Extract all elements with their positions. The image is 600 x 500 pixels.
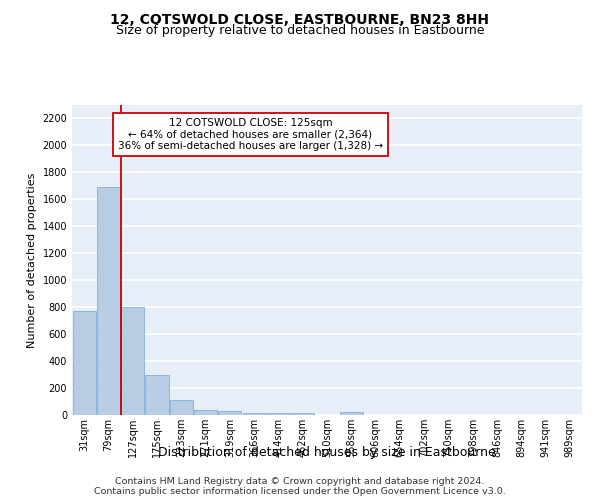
Bar bbox=[194, 410, 217, 415]
Text: Size of property relative to detached houses in Eastbourne: Size of property relative to detached ho… bbox=[116, 24, 484, 37]
Bar bbox=[291, 414, 314, 415]
Bar bbox=[73, 311, 95, 415]
Bar bbox=[267, 413, 290, 415]
Text: Contains public sector information licensed under the Open Government Licence v3: Contains public sector information licen… bbox=[94, 486, 506, 496]
Text: Distribution of detached houses by size in Eastbourne: Distribution of detached houses by size … bbox=[158, 446, 496, 459]
Bar bbox=[97, 187, 120, 415]
Bar bbox=[242, 412, 266, 415]
Bar bbox=[145, 375, 169, 415]
Text: 12 COTSWOLD CLOSE: 125sqm
← 64% of detached houses are smaller (2,364)
36% of se: 12 COTSWOLD CLOSE: 125sqm ← 64% of detac… bbox=[118, 118, 383, 151]
Y-axis label: Number of detached properties: Number of detached properties bbox=[27, 172, 37, 348]
Bar bbox=[170, 400, 193, 415]
Bar bbox=[340, 412, 363, 415]
Text: 12, COTSWOLD CLOSE, EASTBOURNE, BN23 8HH: 12, COTSWOLD CLOSE, EASTBOURNE, BN23 8HH bbox=[110, 12, 490, 26]
Bar bbox=[218, 411, 241, 415]
Bar bbox=[121, 307, 144, 415]
Text: Contains HM Land Registry data © Crown copyright and database right 2024.: Contains HM Land Registry data © Crown c… bbox=[115, 476, 485, 486]
